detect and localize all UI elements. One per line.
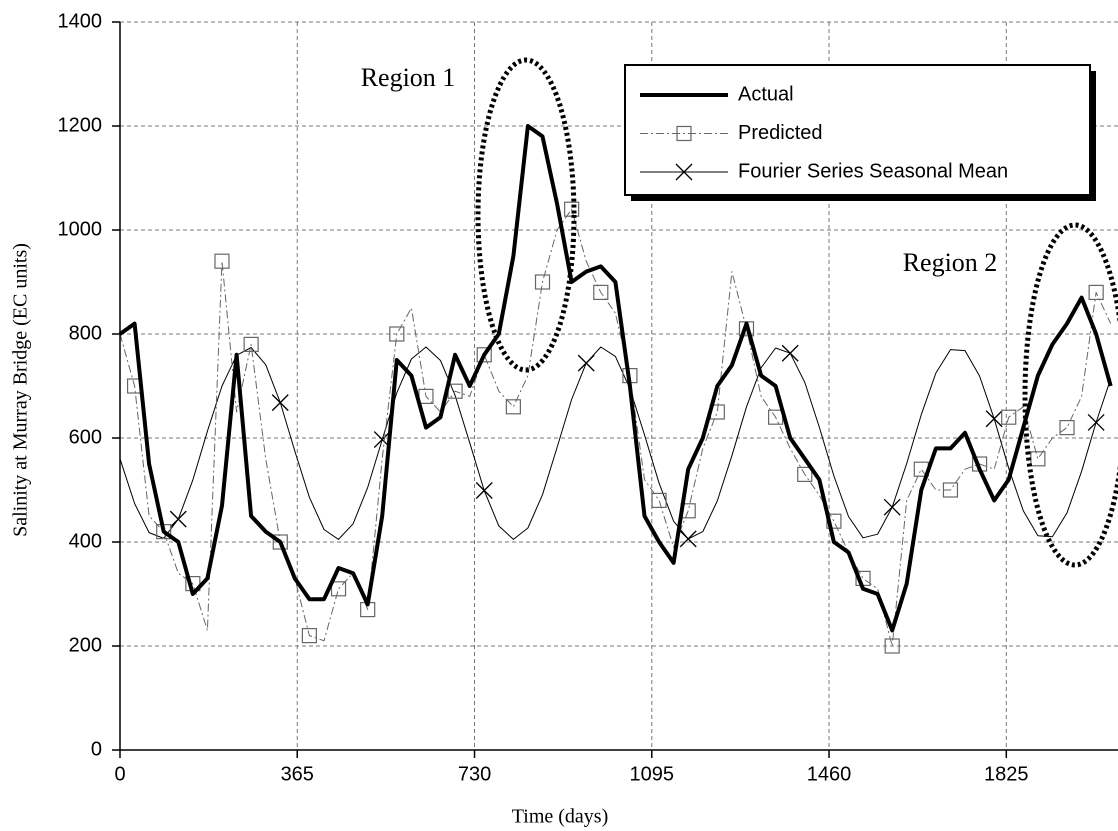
series-line <box>118 124 1113 633</box>
region-ellipse <box>475 57 577 373</box>
marker <box>942 482 959 498</box>
y-tick-label: 0 <box>91 738 102 760</box>
marker <box>1088 284 1104 300</box>
marker <box>476 347 492 363</box>
marker <box>675 163 693 181</box>
y-tick-label: 1400 <box>58 10 103 32</box>
marker <box>781 344 799 362</box>
legend-box <box>624 64 1091 196</box>
marker <box>475 482 493 499</box>
marker <box>330 581 347 597</box>
y-tick-label: 1000 <box>58 218 103 240</box>
marker <box>884 638 900 654</box>
marker <box>505 399 521 415</box>
marker <box>679 530 697 548</box>
marker <box>271 394 289 412</box>
marker <box>826 513 842 529</box>
marker <box>389 326 405 342</box>
marker <box>1030 451 1046 467</box>
marker <box>985 410 1003 428</box>
marker <box>797 466 813 482</box>
annotation: Region 1 <box>361 63 456 92</box>
marker <box>676 125 692 142</box>
marker <box>301 627 318 644</box>
y-tick-label: 600 <box>69 426 102 448</box>
y-tick-label: 800 <box>69 322 102 344</box>
marker <box>883 498 901 516</box>
legend-label: Predicted <box>738 122 823 144</box>
x-axis-label: Time (days) <box>512 806 608 828</box>
legend-label: Actual <box>738 83 794 105</box>
x-tick-label: 1825 <box>984 763 1029 785</box>
x-tick-label: 1095 <box>630 763 675 785</box>
marker <box>169 510 187 528</box>
y-axis-label: Salinity at Murray Bridge (EC units) <box>10 243 32 537</box>
marker <box>1087 413 1105 431</box>
y-tick-label: 400 <box>69 530 102 552</box>
legend-label: Fourier Series Seasonal Mean <box>738 160 1008 182</box>
x-tick-label: 730 <box>458 763 491 785</box>
marker <box>651 492 667 508</box>
x-tick-label: 365 <box>281 763 314 785</box>
marker <box>534 274 551 290</box>
marker <box>243 336 259 352</box>
marker <box>577 354 595 372</box>
region-ellipse <box>1022 222 1118 568</box>
legend: Actual Predicted Fourier Series Seasonal M… <box>624 64 1096 201</box>
marker <box>1059 420 1075 436</box>
marker <box>214 253 230 269</box>
marker <box>1001 409 1017 425</box>
x-tick-label: 1460 <box>807 763 852 785</box>
x-tick-label: 0 <box>114 763 125 785</box>
marker <box>272 534 288 550</box>
marker <box>593 284 609 300</box>
y-tick-label: 200 <box>69 634 102 656</box>
y-tick-label: 1200 <box>58 114 103 136</box>
series-line <box>119 346 1112 540</box>
annotation: Region 2 <box>903 248 998 277</box>
